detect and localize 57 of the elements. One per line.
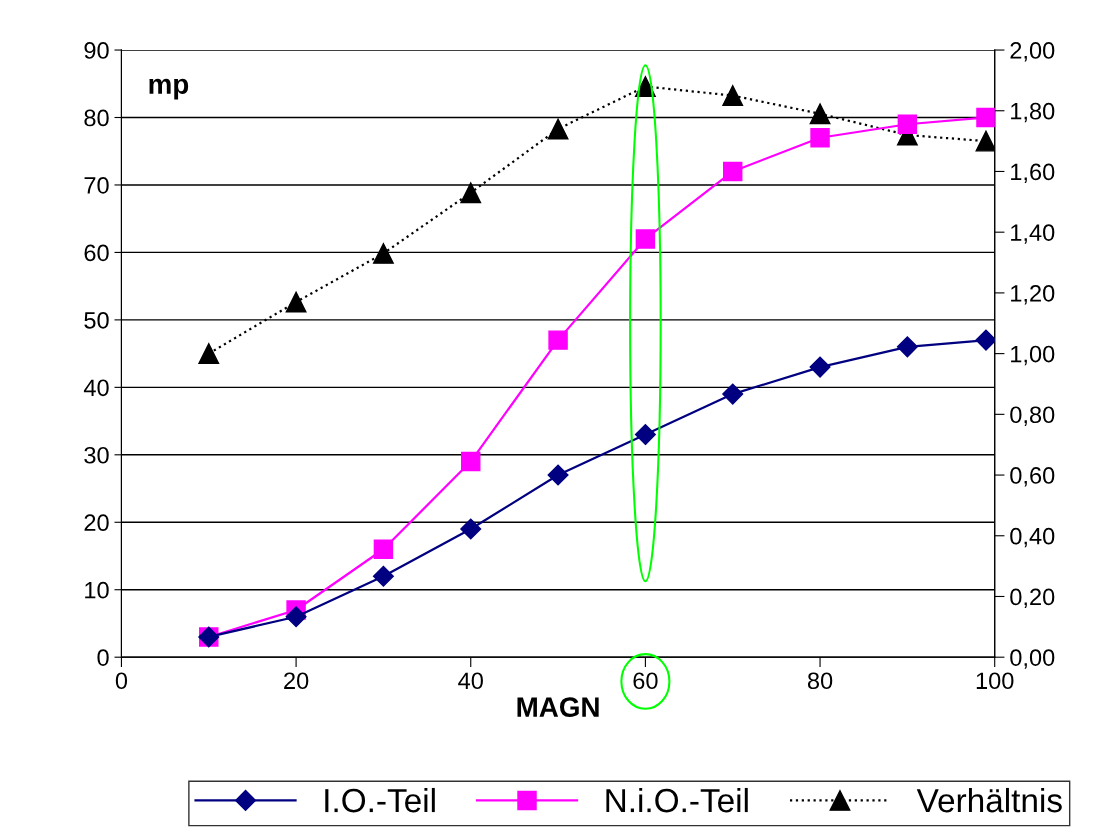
y2-tick-label: 1,60 <box>1011 163 1055 184</box>
y-tick-label: 40 <box>83 379 109 397</box>
y2-tick-label: 0,00 <box>1010 649 1055 669</box>
point <box>547 118 569 140</box>
y-tick-label: 30 <box>84 446 109 464</box>
point <box>373 243 394 264</box>
legend-label: I.O.-Teil <box>325 787 435 813</box>
x-tick-label: 60 <box>633 672 658 690</box>
point <box>722 85 744 106</box>
y2-tick-label: 2,00 <box>1010 42 1055 62</box>
point <box>372 565 394 587</box>
x-tick-label: 0 <box>115 672 128 690</box>
point <box>809 103 831 125</box>
y2-tick-label: 1,00 <box>1011 345 1055 366</box>
y-tick-label: 80 <box>84 109 109 127</box>
point <box>723 161 743 182</box>
y2-tick-label: 0,20 <box>1010 588 1055 609</box>
y-tick-label: 60 <box>84 244 109 262</box>
y-axis-title: mp <box>149 78 189 100</box>
y-tick-label: 90 <box>84 42 109 59</box>
y2-tick-label: 0,40 <box>1010 527 1055 548</box>
point <box>547 464 569 486</box>
point <box>198 343 220 365</box>
y2-tick-label: 1,80 <box>1011 102 1055 123</box>
point <box>373 539 394 559</box>
point <box>285 291 307 313</box>
point <box>975 130 995 152</box>
point <box>810 128 830 148</box>
y2-tick-label: 0,80 <box>1010 406 1055 426</box>
point <box>548 330 568 350</box>
y-tick-label: 0 <box>97 649 109 666</box>
y-tick-label: 10 <box>85 581 109 599</box>
point <box>461 451 481 472</box>
y-tick-label: 20 <box>84 514 109 532</box>
x-tick-label: 100 <box>976 672 1014 690</box>
y2-tick-label: 1,40 <box>1011 224 1055 244</box>
point <box>976 107 995 128</box>
legend-label: Verhältnis <box>916 787 1062 813</box>
x-axis-title: MAGN <box>517 697 599 717</box>
point <box>635 229 656 249</box>
point <box>897 114 918 134</box>
point <box>975 329 995 351</box>
point <box>809 356 831 378</box>
x-tick-label: 40 <box>458 672 483 690</box>
point <box>460 182 482 204</box>
legend-label: N.i.O.-Teil <box>606 787 748 813</box>
point <box>460 518 482 540</box>
point <box>634 424 656 446</box>
point <box>722 383 744 405</box>
point <box>285 606 307 628</box>
y-tick-label: 50 <box>84 311 109 329</box>
point <box>896 336 918 358</box>
y2-tick-label: 1,20 <box>1011 284 1055 305</box>
x-tick-label: 80 <box>807 672 833 690</box>
y-tick-label: 70 <box>84 177 109 194</box>
x-tick-label: 20 <box>284 672 309 690</box>
y2-tick-label: 0,60 <box>1010 467 1055 487</box>
